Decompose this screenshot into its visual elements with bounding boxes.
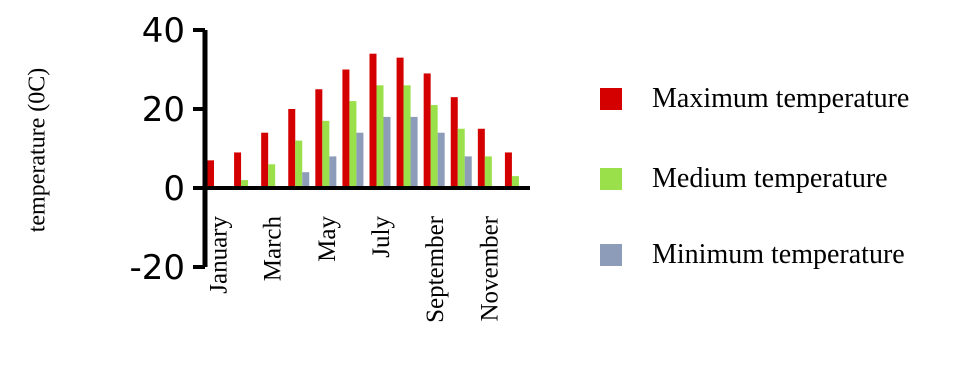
bar-med-april bbox=[295, 140, 303, 188]
bar-min-april bbox=[302, 172, 310, 188]
bar-max-december bbox=[504, 152, 512, 188]
x-tick-label-november: November bbox=[476, 215, 503, 321]
ticks-group: -20 0 20 40 January March May July September Nove… bbox=[129, 11, 503, 323]
x-tick-label-january: January bbox=[206, 216, 233, 294]
legend-item-medium: Medium temperature bbox=[600, 159, 888, 199]
bar-max-march bbox=[261, 132, 269, 188]
bar-max-may bbox=[315, 89, 323, 188]
x-tick-label-september: September bbox=[422, 215, 449, 323]
y-tick-label: 0 bbox=[163, 169, 185, 209]
bar-max-november bbox=[477, 128, 485, 188]
bar-med-august bbox=[403, 85, 411, 188]
bar-min-june bbox=[356, 132, 364, 188]
bar-min-october bbox=[464, 156, 472, 188]
y-tick-label: 20 bbox=[142, 90, 185, 130]
y-tick-label: -20 bbox=[129, 248, 185, 288]
legend-item-maximum: Maximum temperature bbox=[600, 79, 909, 119]
legend-item-minimum: Minimum temperature bbox=[600, 235, 905, 275]
bar-med-june bbox=[349, 101, 357, 188]
bars-group bbox=[207, 53, 519, 189]
legend-label-minimum: Minimum temperature bbox=[652, 239, 905, 270]
legend-label-maximum: Maximum temperature bbox=[652, 83, 910, 114]
bar-max-january bbox=[207, 160, 214, 188]
bar-max-june bbox=[342, 69, 350, 188]
bar-med-september bbox=[430, 105, 438, 188]
legend-swatch-minimum bbox=[600, 244, 622, 266]
bar-med-october bbox=[457, 128, 465, 188]
bar-min-september bbox=[437, 132, 445, 188]
bar-max-july bbox=[369, 53, 377, 189]
bar-max-april bbox=[288, 109, 296, 188]
bar-max-october bbox=[450, 97, 458, 188]
bar-min-may bbox=[329, 156, 337, 188]
legend-swatch-maximum bbox=[600, 88, 622, 110]
y-tick-label: 40 bbox=[142, 11, 185, 51]
bar-min-july bbox=[383, 116, 391, 188]
bar-min-august bbox=[410, 116, 418, 188]
x-tick-label-march: March bbox=[260, 216, 287, 282]
bar-med-december bbox=[511, 176, 519, 188]
x-tick-label-july: July bbox=[368, 216, 395, 258]
legend-swatch-medium bbox=[600, 168, 622, 190]
bar-max-august bbox=[396, 57, 404, 189]
legend-label-medium: Medium temperature bbox=[652, 163, 888, 194]
bar-max-september bbox=[423, 73, 431, 188]
bar-med-february bbox=[241, 180, 249, 188]
bar-med-july bbox=[376, 85, 384, 188]
bar-med-may bbox=[322, 120, 330, 188]
bar-max-february bbox=[234, 152, 242, 188]
bar-med-march bbox=[268, 164, 276, 188]
x-tick-label-may: May bbox=[314, 216, 341, 262]
bar-med-november bbox=[484, 156, 492, 188]
axes-group bbox=[193, 28, 530, 269]
